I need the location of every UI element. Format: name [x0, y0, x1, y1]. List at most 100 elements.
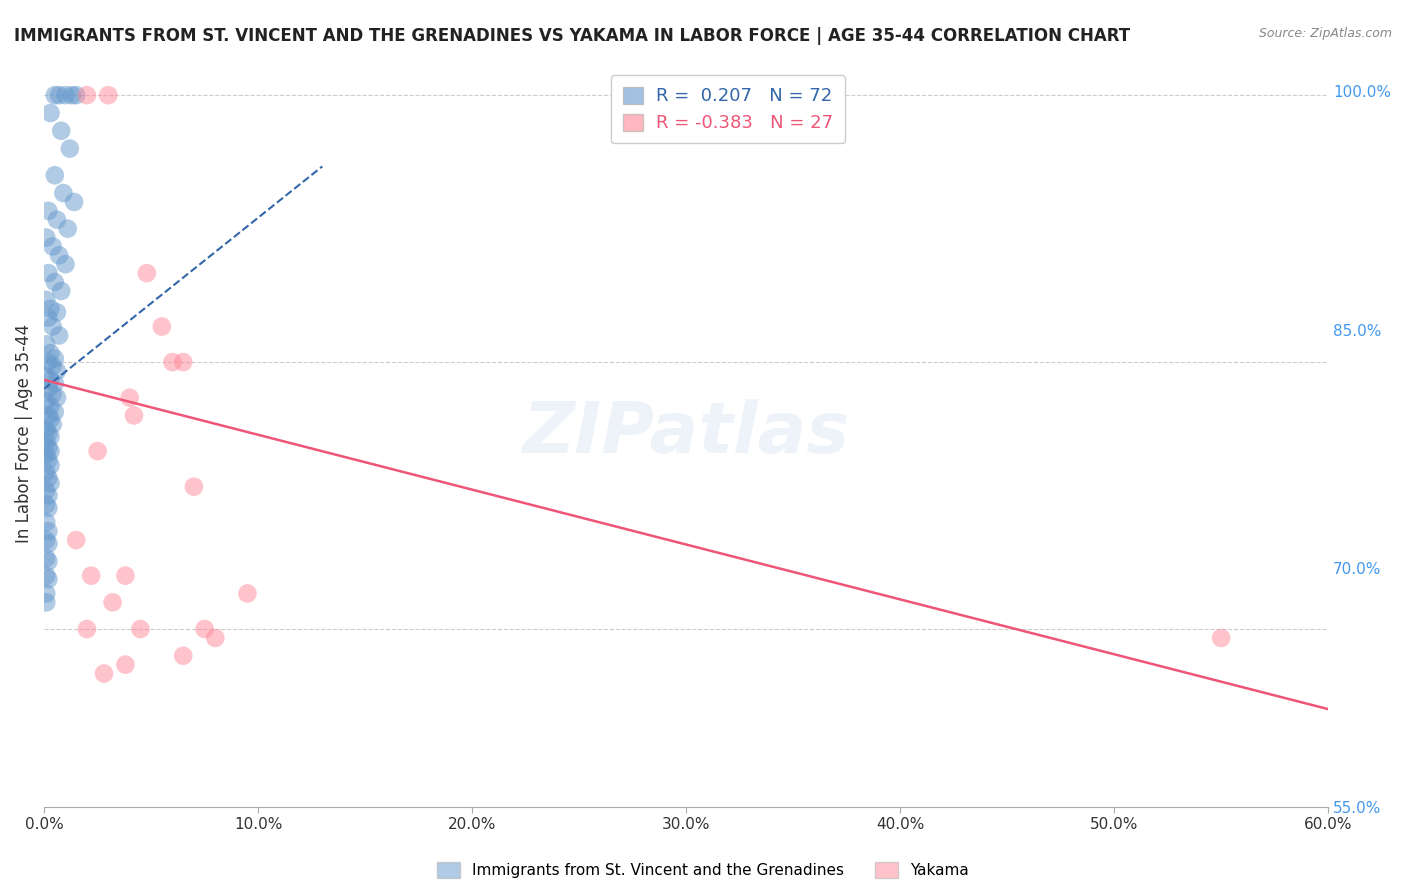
Point: [37, 536, 59, 550]
Point: [44, 168, 66, 182]
Point: [39, 373, 62, 387]
Point: [35, 293, 58, 307]
Point: [35, 568, 58, 582]
Point: [37, 426, 59, 441]
Point: [76, 88, 98, 103]
Point: [35, 448, 58, 462]
Point: [135, 266, 157, 280]
Point: [39, 476, 62, 491]
Point: [35, 533, 58, 547]
Point: [37, 203, 59, 218]
Point: [44, 275, 66, 289]
Point: [114, 568, 136, 582]
Point: [162, 355, 184, 369]
Point: [35, 369, 58, 384]
Point: [51, 284, 73, 298]
Point: [37, 266, 59, 280]
Point: [46, 391, 69, 405]
Point: [44, 351, 66, 366]
Point: [37, 382, 59, 396]
Legend: R =  0.207   N = 72, R = -0.383   N = 27: R = 0.207 N = 72, R = -0.383 N = 27: [612, 76, 845, 144]
Point: [37, 524, 59, 538]
Point: [97, 88, 120, 103]
Point: [37, 554, 59, 568]
Point: [39, 106, 62, 120]
Point: [39, 430, 62, 444]
Point: [39, 400, 62, 414]
Point: [150, 319, 173, 334]
Point: [46, 305, 69, 319]
Point: [129, 622, 152, 636]
Point: [172, 355, 194, 369]
Point: [37, 409, 59, 423]
Point: [55, 257, 77, 271]
Point: [183, 480, 205, 494]
Point: [37, 471, 59, 485]
Point: [80, 568, 103, 582]
Point: [48, 248, 70, 262]
Point: [1211, 631, 1233, 645]
Point: [39, 458, 62, 473]
Point: [35, 483, 58, 498]
Point: [37, 572, 59, 586]
Point: [44, 405, 66, 419]
Point: [35, 423, 58, 437]
Point: [44, 88, 66, 103]
Point: [52, 186, 75, 200]
Point: [35, 595, 58, 609]
Point: [41, 319, 63, 334]
Point: [48, 328, 70, 343]
Point: [41, 387, 63, 401]
Text: ZIPatlas: ZIPatlas: [523, 399, 849, 467]
Y-axis label: In Labor Force | Age 35-44: In Labor Force | Age 35-44: [15, 324, 32, 543]
Point: [55, 88, 77, 103]
Point: [39, 444, 62, 458]
Point: [35, 435, 58, 450]
Point: [118, 391, 141, 405]
Point: [56, 221, 79, 235]
Point: [35, 337, 58, 351]
Point: [37, 310, 59, 325]
Point: [44, 376, 66, 391]
Point: [41, 239, 63, 253]
Point: [76, 622, 98, 636]
Point: [39, 346, 62, 360]
Point: [65, 533, 87, 547]
Text: IMMIGRANTS FROM ST. VINCENT AND THE GRENADINES VS YAKAMA IN LABOR FORCE | AGE 35: IMMIGRANTS FROM ST. VINCENT AND THE GREN…: [14, 27, 1130, 45]
Point: [236, 586, 259, 600]
Point: [35, 515, 58, 529]
Legend: Immigrants from St. Vincent and the Grenadines, Yakama: Immigrants from St. Vincent and the Gren…: [432, 856, 974, 884]
Point: [60, 88, 83, 103]
Point: [46, 364, 69, 378]
Point: [39, 412, 62, 426]
Point: [46, 212, 69, 227]
Point: [41, 417, 63, 432]
Point: [35, 586, 58, 600]
Point: [35, 466, 58, 480]
Point: [93, 666, 115, 681]
Point: [48, 88, 70, 103]
Text: Source: ZipAtlas.com: Source: ZipAtlas.com: [1258, 27, 1392, 40]
Point: [63, 194, 86, 209]
Point: [59, 142, 82, 156]
Point: [101, 595, 124, 609]
Point: [194, 622, 217, 636]
Point: [122, 409, 145, 423]
Point: [114, 657, 136, 672]
Point: [39, 301, 62, 316]
Point: [35, 550, 58, 565]
Point: [37, 441, 59, 455]
Point: [51, 124, 73, 138]
Point: [37, 355, 59, 369]
Point: [86, 444, 108, 458]
Point: [37, 501, 59, 516]
Point: [172, 648, 194, 663]
Point: [35, 394, 58, 409]
Point: [204, 631, 226, 645]
Point: [41, 359, 63, 373]
Point: [35, 498, 58, 512]
Point: [35, 230, 58, 244]
Point: [65, 88, 87, 103]
Point: [37, 453, 59, 467]
Point: [37, 489, 59, 503]
